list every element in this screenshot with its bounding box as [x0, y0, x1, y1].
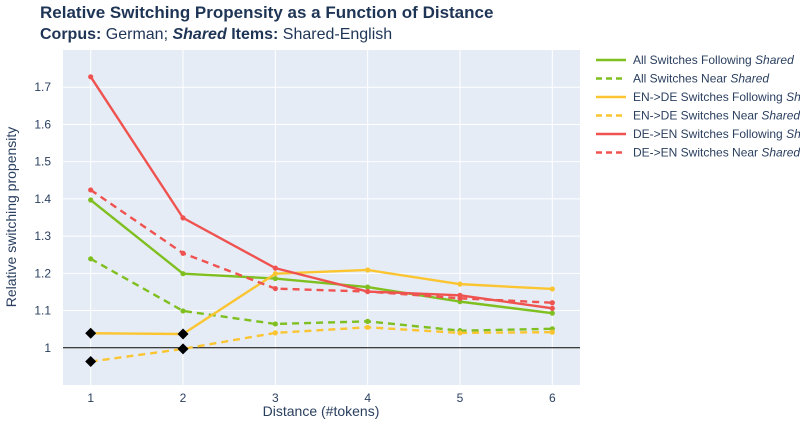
series-2-point — [365, 267, 371, 273]
series-line-2 — [90, 268, 553, 336]
diamond-marker — [85, 327, 97, 339]
series-0-point — [180, 271, 186, 277]
corpus-value: German; — [105, 26, 169, 43]
series-line-0 — [89, 199, 553, 315]
series-2-point — [549, 286, 555, 292]
x-tick-label: 5 — [457, 391, 464, 405]
series-5-point — [88, 187, 94, 193]
series-3-point — [365, 324, 371, 330]
series-0-point — [272, 275, 278, 282]
series-5-point — [457, 295, 463, 301]
legend-entry: All Switches Near Shared — [633, 72, 769, 86]
series-3-point — [549, 329, 555, 335]
x-tick-label: 2 — [180, 391, 187, 405]
series-2-point — [457, 281, 463, 287]
series-5-point — [272, 285, 278, 292]
y-tick-label: 1 — [44, 341, 51, 355]
marker-group — [85, 327, 189, 368]
series-1-point — [88, 256, 94, 262]
series-3-point — [272, 330, 278, 336]
legend-entry: EN->DE Switches Following Shared — [633, 90, 800, 104]
y-tick-label: 1.5 — [34, 155, 51, 169]
legend-entry: DE->EN Switches Near Shared — [633, 146, 800, 160]
x-tick-label: 4 — [364, 391, 371, 405]
legend: All Switches Following Shared All Switche… — [596, 53, 800, 160]
diamond-marker — [85, 356, 97, 368]
y-tick-label: 1.6 — [34, 117, 51, 131]
series-5-point — [365, 288, 371, 295]
y-tick-label: 1.4 — [34, 192, 51, 206]
diamond-marker — [177, 343, 189, 355]
x-axis-label: Distance (#tokens) — [263, 403, 380, 419]
legend-entry: EN->DE Switches Near Shared — [633, 109, 800, 123]
y-tick-label: 1.1 — [34, 304, 51, 318]
shared-word: Shared — [172, 26, 227, 43]
series-4-point — [180, 215, 186, 221]
series-5-point — [180, 250, 186, 256]
series-line-5 — [90, 188, 553, 304]
series-5-point — [549, 300, 555, 306]
chart-title: Relative Switching Propensity as a Funct… — [40, 3, 494, 22]
series-3-point — [457, 330, 463, 336]
chart-title-block: Relative Switching Propensity as a Funct… — [40, 2, 780, 46]
y-axis-label: Relative switching propensity — [3, 127, 19, 308]
x-tick-labels: 1 2 3 4 5 6 — [87, 391, 556, 405]
x-tick-label: 1 — [87, 391, 94, 405]
legend-entry: All Switches Following Shared — [633, 53, 794, 67]
y-tick-label: 1.7 — [34, 80, 51, 94]
x-tick-label: 6 — [549, 391, 556, 405]
legend-entry: DE->EN Switches Following Shared — [633, 127, 800, 141]
series-1-point — [180, 308, 186, 314]
items-label: Items: — [231, 26, 279, 43]
series-0-point — [88, 197, 94, 203]
series-group — [88, 74, 555, 365]
y-tick-label: 1.2 — [34, 266, 51, 280]
series-line-3 — [90, 326, 553, 363]
corpus-label: Corpus: — [40, 26, 102, 43]
diamond-marker — [177, 328, 189, 340]
series-1-point — [365, 318, 371, 324]
series-line-4 — [89, 76, 553, 310]
y-tick-labels: 1 1.1 1.2 1.3 1.4 1.5 1.6 1.7 — [34, 80, 51, 355]
chart-subtitle: Corpus: German; Shared Items: Shared-Eng… — [40, 24, 780, 46]
x-tick-label: 3 — [272, 391, 279, 405]
series-0-point — [549, 310, 555, 316]
items-value: Shared-English — [282, 26, 393, 43]
series-4-point — [549, 305, 555, 311]
y-tick-label: 1.3 — [34, 229, 51, 243]
series-0-point — [365, 284, 371, 290]
series-line-1 — [90, 257, 553, 332]
series-4-point — [88, 74, 94, 80]
series-1-point — [272, 321, 278, 327]
series-4-point — [272, 265, 278, 271]
series-2-point — [272, 271, 278, 277]
